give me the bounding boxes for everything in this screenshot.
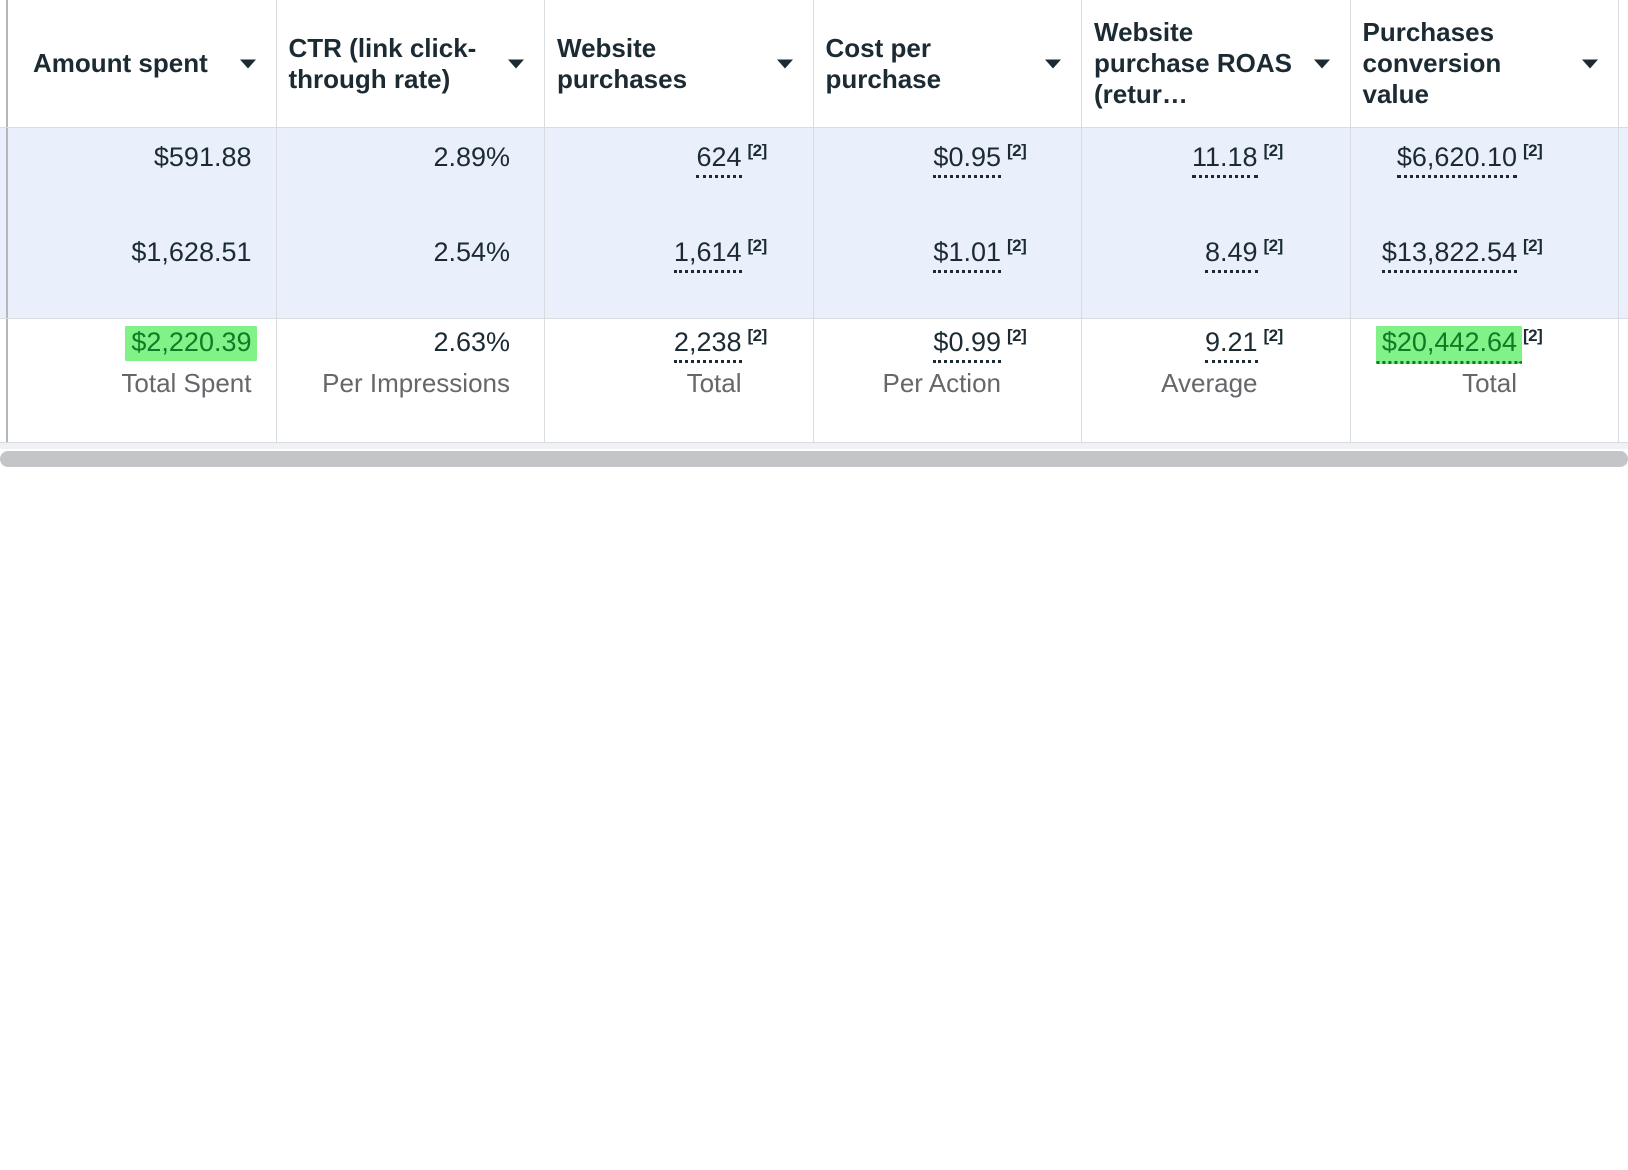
summary-amount-spent: $2,220.39 Total Spent	[8, 319, 277, 442]
column-menu-caret-icon[interactable]	[1582, 59, 1598, 68]
column-header-website-purchases[interactable]: Website purchases	[545, 0, 814, 127]
column-menu-caret-icon[interactable]	[239, 59, 256, 68]
column-menu-caret-icon[interactable]	[508, 59, 524, 68]
clipped-column-left	[0, 223, 8, 318]
footnote-marker[interactable]: [2]	[1007, 141, 1027, 160]
column-header-label: Website purchases	[557, 32, 688, 94]
summary-label: Per Impressions	[322, 368, 510, 398]
cell-purchases-conversion-value: $13,822.54 [2]	[1350, 223, 1619, 318]
metric-value-with-tooltip[interactable]: 9.21 [2]	[1204, 326, 1283, 363]
column-header-label: Website purchase ROAS (retur…	[1094, 17, 1292, 109]
cell-ctr: 2.54%	[276, 223, 545, 318]
column-menu-caret-icon[interactable]	[776, 59, 793, 68]
clipped-column-right	[1619, 319, 1628, 442]
cell-amount-spent: $1,628.51	[8, 223, 277, 318]
metric-value-with-tooltip[interactable]: 11.18 [2]	[1191, 141, 1283, 178]
column-header-cost-per-purchase[interactable]: Cost per purchase	[814, 0, 1082, 127]
cell-cost-per-purchase: $1.01 [2]	[813, 223, 1082, 318]
horizontal-scrollbar-thumb[interactable]	[0, 451, 1628, 467]
table-row: $1,628.51 2.54% 1,614 [2] $1.01 [2] 8.49 [2…	[0, 223, 1628, 318]
footnote-marker[interactable]: [2]	[1007, 326, 1027, 345]
summary-label: Per Action	[882, 368, 1001, 398]
summary-website-purchases: 2,238 [2] Total	[545, 319, 814, 442]
column-header-amount-spent[interactable]: Amount spent	[8, 0, 277, 127]
column-header-ctr-link-click-through-rate[interactable]: CTR (link click-through rate)	[277, 0, 545, 127]
summary-ctr: 2.63% Per Impressions	[277, 319, 545, 442]
footnote-marker[interactable]: [2]	[1523, 236, 1543, 255]
cell-purchases-conversion-value: $6,620.10 [2]	[1350, 128, 1619, 223]
footnote-marker[interactable]: [2]	[1523, 326, 1543, 345]
footnote-marker[interactable]: [2]	[1263, 326, 1284, 345]
column-header-website-purchase-roas[interactable]: Website purchase ROAS (retur…	[1082, 0, 1351, 127]
clipped-column-left	[0, 0, 8, 127]
cell-website-purchases: 624 [2]	[545, 128, 814, 223]
clipped-column-right	[1619, 0, 1628, 127]
column-header-label: Purchases conversion value	[1362, 17, 1502, 109]
metric-value-with-tooltip[interactable]: 2,238 [2]	[673, 326, 767, 363]
clipped-column-right	[1619, 223, 1628, 318]
column-header-label: CTR (link click-through rate)	[288, 32, 477, 94]
table-row: $591.88 2.89% 624 [2] $0.95 [2] 11.18 [2] $…	[0, 128, 1628, 223]
highlighted-total-value: $20,442.64	[1375, 326, 1522, 364]
cell-website-purchase-roas: 11.18 [2]	[1082, 128, 1351, 223]
summary-label: Total Spent	[121, 368, 252, 398]
footnote-marker[interactable]: [2]	[1263, 236, 1284, 255]
metric-value-with-tooltip[interactable]: $0.95 [2]	[933, 141, 1027, 178]
summary-cost-per-purchase: $0.99 [2] Per Action	[814, 319, 1082, 442]
cell-website-purchases: 1,614 [2]	[545, 223, 814, 318]
summary-purchases-conversion-value: $20,442.64 [2] Total	[1351, 319, 1619, 442]
metric-value-with-tooltip[interactable]: $13,822.54 [2]	[1381, 236, 1543, 273]
clipped-column-left	[0, 319, 8, 442]
footnote-marker[interactable]: [2]	[747, 326, 768, 345]
footnote-marker[interactable]: [2]	[747, 141, 768, 160]
table-body: $591.88 2.89% 624 [2] $0.95 [2] 11.18 [2] $…	[0, 128, 1628, 319]
table-summary-row: $2,220.39 Total Spent 2.63% Per Impressi…	[0, 319, 1628, 443]
column-header-label: Amount spent	[33, 48, 208, 78]
cell-cost-per-purchase: $0.95 [2]	[813, 128, 1082, 223]
footnote-marker[interactable]: [2]	[1007, 236, 1027, 255]
highlighted-total-value: $2,220.39	[125, 326, 257, 361]
column-menu-caret-icon[interactable]	[1313, 59, 1330, 68]
summary-label: Total	[686, 368, 742, 398]
summary-label: Total	[1462, 368, 1517, 398]
metric-value-with-tooltip[interactable]: $20,442.64 [2]	[1375, 326, 1543, 364]
scrollbar-gap	[0, 449, 1628, 451]
metric-value-with-tooltip[interactable]: $6,620.10 [2]	[1396, 141, 1543, 178]
column-header-purchases-conversion-value[interactable]: Purchases conversion value	[1351, 0, 1619, 127]
metric-value-with-tooltip[interactable]: 1,614 [2]	[673, 236, 767, 273]
horizontal-scrollbar-track[interactable]	[0, 443, 1628, 449]
cell-amount-spent: $591.88	[8, 128, 277, 223]
footnote-marker[interactable]: [2]	[747, 236, 768, 255]
cell-website-purchase-roas: 8.49 [2]	[1082, 223, 1351, 318]
metric-value-with-tooltip[interactable]: $1.01 [2]	[933, 236, 1027, 273]
summary-website-purchase-roas: 9.21 [2] Average	[1082, 319, 1351, 442]
clipped-column-left	[0, 128, 8, 223]
column-menu-caret-icon[interactable]	[1045, 59, 1061, 68]
cell-ctr: 2.89%	[276, 128, 545, 223]
clipped-column-right	[1619, 128, 1628, 223]
column-header-label: Cost per purchase	[825, 32, 942, 94]
metric-value-with-tooltip[interactable]: 8.49 [2]	[1204, 236, 1283, 273]
footnote-marker[interactable]: [2]	[1523, 141, 1543, 160]
table-header-row: Amount spent CTR (link click-through rat…	[0, 0, 1628, 128]
summary-label: Average	[1161, 368, 1258, 398]
metric-value-with-tooltip[interactable]: $0.99 [2]	[933, 326, 1027, 363]
metric-value-with-tooltip[interactable]: 624 [2]	[696, 141, 767, 178]
footnote-marker[interactable]: [2]	[1263, 141, 1284, 160]
